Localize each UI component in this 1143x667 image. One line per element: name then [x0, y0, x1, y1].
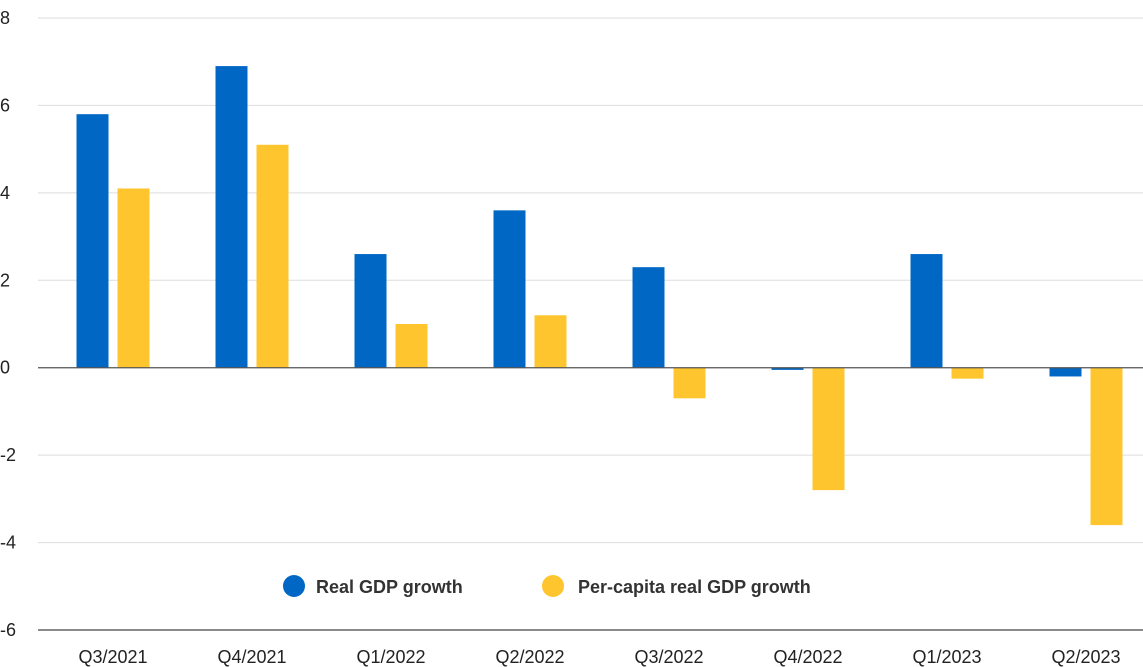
- bar-real-gdp-growth: [771, 367, 804, 370]
- bar-real-gdp-growth: [910, 254, 943, 368]
- bar-per-capita-real-gdp-growth: [395, 324, 428, 368]
- legend-marker-icon: [542, 575, 564, 597]
- x-axis-tick-labels: Q3/2021 Q4/2021 Q1/2022 Q2/2022 Q3/2022 Q4/20…: [78, 647, 1120, 667]
- bar-per-capita-real-gdp-growth: [812, 367, 845, 491]
- y-tick-label: 6: [0, 95, 10, 115]
- x-tick-label: Q1/2022: [356, 647, 425, 667]
- y-tick-label: 8: [0, 8, 10, 28]
- bar-per-capita-real-gdp-growth: [256, 144, 289, 368]
- y-tick-label: 0: [0, 358, 10, 378]
- gridlines: [38, 17, 1143, 631]
- legend-marker-icon: [283, 575, 305, 597]
- legend-label: Per-capita real GDP growth: [578, 577, 811, 597]
- y-tick-label: 2: [0, 270, 10, 290]
- x-tick-label: Q4/2022: [773, 647, 842, 667]
- x-tick-label: Q1/2023: [912, 647, 981, 667]
- bar-real-gdp-growth: [354, 254, 387, 368]
- y-axis-tick-labels: 8 6 4 2 0 -2 -4 -6: [0, 8, 16, 640]
- bar-per-capita-real-gdp-growth: [951, 367, 984, 379]
- bar-per-capita-real-gdp-growth: [1090, 367, 1123, 526]
- bar-per-capita-real-gdp-growth: [534, 315, 567, 368]
- x-tick-label: Q2/2022: [495, 647, 564, 667]
- legend: Real GDP growth Per-capita real GDP growt…: [283, 575, 811, 597]
- y-tick-label: 4: [0, 183, 10, 203]
- y-tick-label: -2: [0, 445, 16, 465]
- bar-per-capita-real-gdp-growth: [117, 188, 150, 368]
- y-tick-label: -6: [0, 620, 16, 640]
- y-tick-label: -4: [0, 533, 16, 553]
- x-tick-label: Q2/2023: [1051, 647, 1120, 667]
- x-tick-label: Q3/2021: [78, 647, 147, 667]
- bars: [76, 66, 1123, 526]
- bar-real-gdp-growth: [493, 210, 526, 368]
- x-tick-label: Q3/2022: [634, 647, 703, 667]
- x-tick-label: Q4/2021: [217, 647, 286, 667]
- bar-per-capita-real-gdp-growth: [673, 367, 706, 399]
- bar-real-gdp-growth: [1049, 367, 1082, 377]
- legend-label: Real GDP growth: [316, 577, 463, 597]
- bar-real-gdp-growth: [215, 66, 248, 368]
- bar-real-gdp-growth: [632, 267, 665, 368]
- bar-real-gdp-growth: [76, 114, 109, 368]
